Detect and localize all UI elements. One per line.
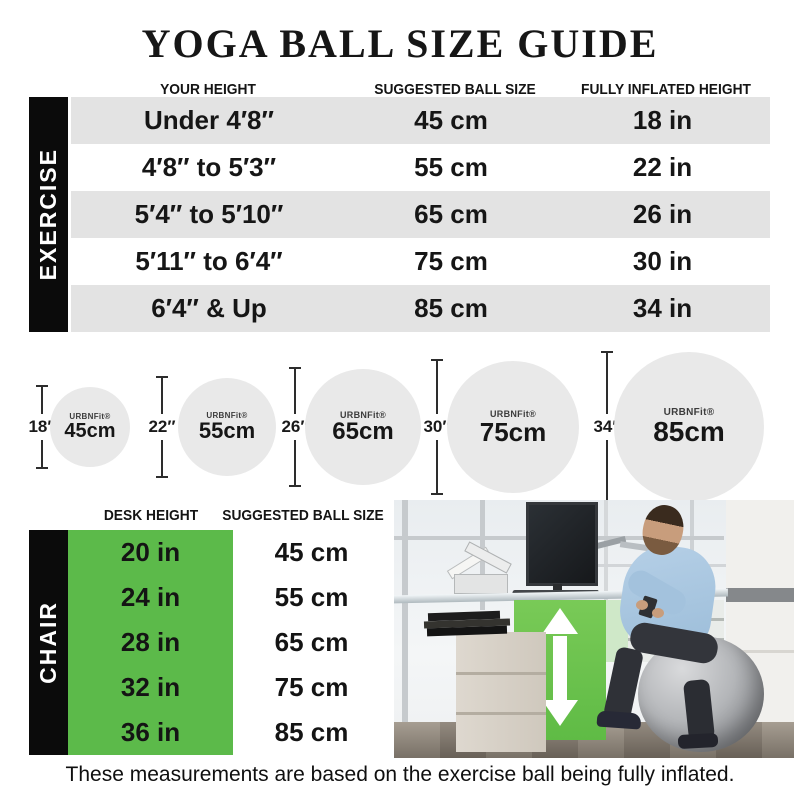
chair-ball-size-column: 45 cm 55 cm 65 cm 75 cm 85 cm bbox=[233, 530, 390, 755]
ball-size-label: 85cm bbox=[653, 416, 725, 448]
ball-size-label: 75cm bbox=[479, 416, 547, 447]
exercise-section-bar: EXERCISE bbox=[29, 97, 68, 332]
photo-man-shoe bbox=[677, 732, 719, 750]
column-header-suggested-ball-size: SUGGESTED BALL SIZE bbox=[367, 81, 543, 98]
photo-man-hand bbox=[652, 608, 664, 618]
brand-logo: URBNFit® bbox=[69, 412, 111, 422]
ball-size-label: 65cm bbox=[332, 417, 394, 445]
ball-75cm: URBNFit® 75cm bbox=[447, 361, 579, 493]
column-header-desk-height: DESK HEIGHT bbox=[100, 507, 203, 524]
photo-cabinet-seam bbox=[726, 650, 794, 653]
column-header-your-height: YOUR HEIGHT bbox=[156, 81, 260, 98]
cell-your-height: 5′11″ to 6′4″ bbox=[135, 246, 283, 276]
photo-man-shoe bbox=[596, 710, 642, 730]
cell-your-height: 6′4″ & Up bbox=[151, 293, 267, 323]
cell-ball-size: 45 cm bbox=[414, 105, 488, 135]
photo-man-hand bbox=[636, 600, 648, 610]
cell-desk-height: 20 in bbox=[120, 537, 181, 567]
window-mullion bbox=[690, 500, 694, 595]
ball-65cm: URBNFit® 65cm bbox=[305, 369, 421, 485]
measurement-line: 34″ bbox=[592, 351, 622, 502]
column-header-text: YOUR HEIGHT bbox=[160, 81, 256, 98]
chair-section-label: CHAIR bbox=[35, 601, 61, 684]
cell-ball-size: 75 cm bbox=[274, 672, 349, 702]
measurement-line: 30″ bbox=[422, 359, 452, 495]
exercise-table: Under 4′8″ 45 cm 18 in 4′8″ to 5′3″ 55 c… bbox=[71, 97, 770, 332]
cell-inflated-height: 34 in bbox=[632, 293, 693, 323]
column-header-chair-ball-size: SUGGESTED BALL SIZE bbox=[215, 507, 391, 524]
cell-inflated-height: 22 in bbox=[632, 152, 693, 182]
photo-desk-object bbox=[454, 574, 508, 594]
measurement-line: 18″ bbox=[27, 385, 57, 469]
cell-your-height: 5′4″ to 5′10″ bbox=[134, 199, 284, 229]
table-row: Under 4′8″ 45 cm 18 in bbox=[71, 97, 770, 144]
cell-desk-height: 24 in bbox=[120, 582, 181, 612]
ball-size-label: 45cm bbox=[64, 420, 116, 443]
cell-inflated-height: 18 in bbox=[632, 105, 693, 135]
cell-inflated-height: 26 in bbox=[632, 199, 693, 229]
table-row: 5′4″ to 5′10″ 65 cm 26 in bbox=[71, 191, 770, 238]
window-mullion bbox=[402, 500, 408, 725]
cell-desk-height: 32 in bbox=[120, 672, 181, 702]
brand-logo: URBNFit® bbox=[339, 409, 387, 420]
photo-monitor-stand bbox=[553, 584, 562, 593]
column-header-text: SUGGESTED BALL SIZE bbox=[374, 81, 536, 98]
window-mullion bbox=[604, 500, 608, 600]
cell-inflated-height: 30 in bbox=[632, 246, 693, 276]
column-header-fully-inflated-height: FULLY INFLATED HEIGHT bbox=[574, 81, 759, 98]
measurement-line: 22″ bbox=[147, 376, 177, 478]
chair-section-bar: CHAIR bbox=[29, 530, 68, 755]
photo-drawer-cabinet bbox=[456, 632, 546, 752]
cell-ball-size: 85 cm bbox=[274, 717, 349, 747]
photo-shelf-band bbox=[726, 588, 794, 602]
desk-height-column: 20 in 24 in 28 in 32 in 36 in bbox=[68, 530, 233, 755]
column-header-text: DESK HEIGHT bbox=[103, 507, 199, 524]
desk-height-arrow bbox=[553, 636, 567, 702]
table-row: 5′11″ to 6′4″ 75 cm 30 in bbox=[71, 238, 770, 285]
cell-your-height: Under 4′8″ bbox=[144, 105, 274, 135]
page-title: YOGA BALL SIZE GUIDE bbox=[141, 21, 659, 66]
cell-ball-size: 85 cm bbox=[414, 293, 488, 323]
measurement-line: 26″ bbox=[280, 367, 310, 487]
column-header-text: SUGGESTED BALL SIZE bbox=[222, 507, 384, 524]
cell-your-height: 4′8″ to 5′3″ bbox=[141, 152, 277, 182]
cell-ball-size: 65 cm bbox=[414, 199, 488, 229]
exercise-section-label: EXERCISE bbox=[35, 148, 61, 281]
table-row: 4′8″ to 5′3″ 55 cm 22 in bbox=[71, 144, 770, 191]
cell-ball-size: 75 cm bbox=[414, 246, 488, 276]
table-row: 6′4″ & Up 85 cm 34 in bbox=[71, 285, 770, 332]
cell-ball-size: 55 cm bbox=[414, 152, 488, 182]
ball-85cm: URBNFit® 85cm bbox=[614, 352, 764, 502]
footer-note: These measurements are based on the exer… bbox=[65, 763, 735, 786]
cell-desk-height: 28 in bbox=[120, 627, 181, 657]
desk-height-arrow bbox=[542, 608, 578, 634]
cell-ball-size: 45 cm bbox=[274, 537, 349, 567]
cell-ball-size: 55 cm bbox=[274, 582, 349, 612]
ball-45cm: URBNFit® 45cm bbox=[50, 387, 130, 467]
cell-ball-size: 65 cm bbox=[274, 627, 349, 657]
photo-drawer-seam bbox=[456, 712, 546, 715]
measurement-label: 30″ bbox=[422, 414, 452, 440]
brand-logo: URBNFit® bbox=[206, 411, 248, 421]
ball-size-label: 55cm bbox=[198, 418, 256, 444]
photo-drawer-seam bbox=[456, 672, 546, 675]
office-photo bbox=[394, 500, 794, 758]
photo-monitor bbox=[526, 502, 598, 586]
cell-desk-height: 36 in bbox=[120, 717, 181, 747]
ball-55cm: URBNFit® 55cm bbox=[178, 378, 276, 476]
column-header-text: FULLY INFLATED HEIGHT bbox=[581, 81, 751, 98]
brand-logo: URBNFit® bbox=[489, 408, 537, 419]
desk-height-arrow bbox=[542, 700, 578, 726]
brand-logo: URBNFit® bbox=[663, 407, 715, 419]
measurement-label: 22″ bbox=[147, 414, 177, 440]
measurement-label: 26″ bbox=[280, 414, 310, 440]
